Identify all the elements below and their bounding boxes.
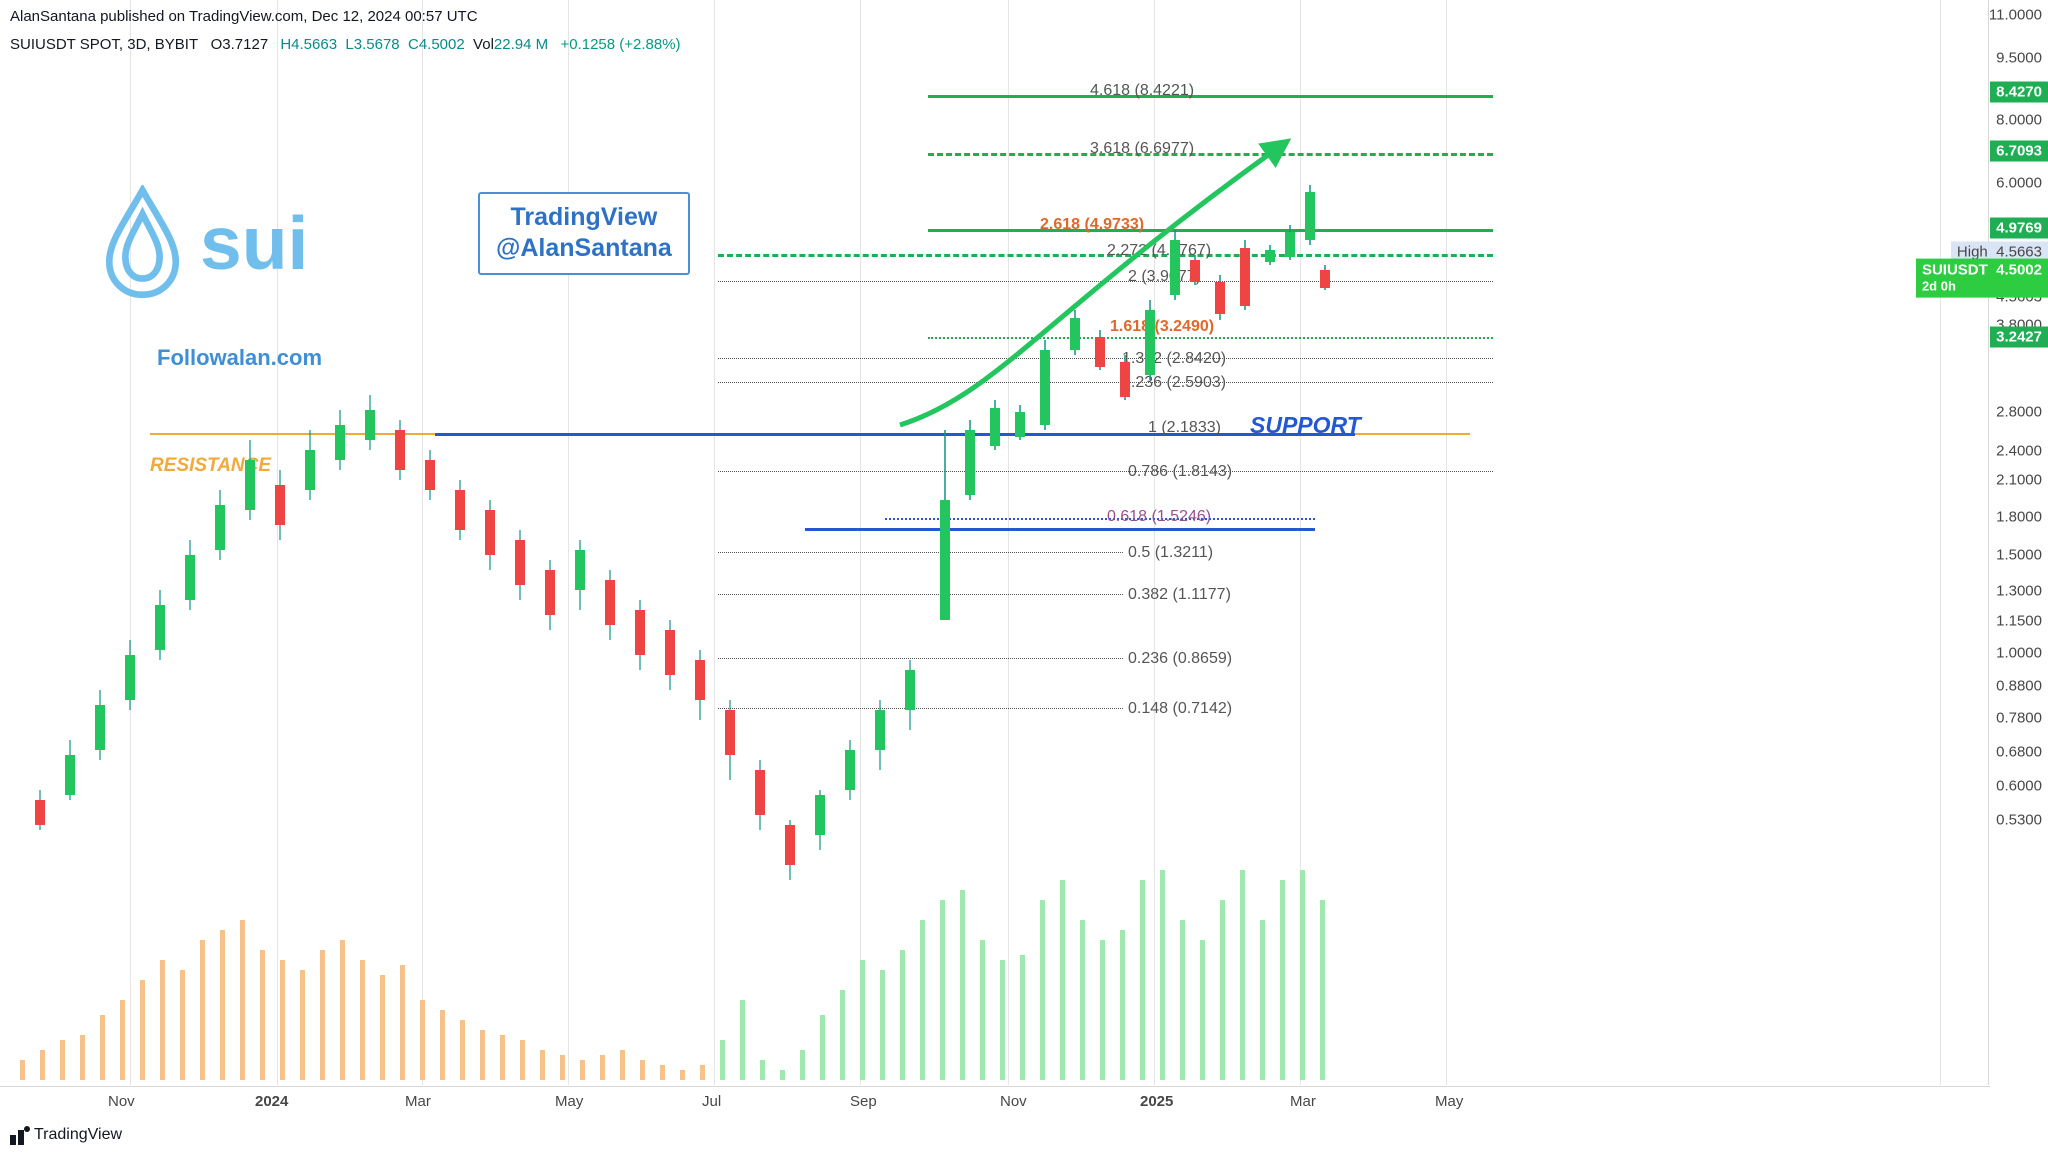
price-tick-0_6: 0.6000 bbox=[1996, 778, 2042, 795]
watermark-text: TradingView bbox=[34, 1126, 122, 1144]
suiusdt-duration-line: 2d 0h bbox=[1922, 279, 2042, 293]
price-tick-1_8: 1.8000 bbox=[1996, 509, 2042, 526]
month-label-may2: May bbox=[1435, 1093, 1463, 1110]
candlestick-plot-area[interactable] bbox=[0, 0, 2048, 1085]
price-badge-8427[interactable]: 8.4270 bbox=[1990, 82, 2048, 103]
suiusdt-label-line: SUIUSDT 4.5002 bbox=[1922, 263, 2042, 280]
price-tick-11: 11.0000 bbox=[1989, 7, 2042, 24]
price-tick-6: 6.0000 bbox=[1996, 175, 2042, 192]
price-tick-0_88: 0.8800 bbox=[1996, 678, 2042, 695]
price-badge-32427[interactable]: 3.2427 bbox=[1990, 327, 2048, 348]
chart-root: AlanSantana published on TradingView.com… bbox=[0, 0, 2048, 1153]
price-tick-2_1: 2.1000 bbox=[1996, 472, 2042, 489]
month-label-nov: Nov bbox=[108, 1093, 135, 1110]
price-tick-1_3: 1.3000 bbox=[1996, 583, 2042, 600]
price-tick-0_53: 0.5300 bbox=[1996, 812, 2042, 829]
price-tick-2_4: 2.4000 bbox=[1996, 443, 2042, 460]
month-label-mar2: Mar bbox=[1290, 1093, 1316, 1110]
month-label-sep: Sep bbox=[850, 1093, 877, 1110]
tradingview-logo-icon bbox=[10, 1125, 30, 1145]
price-tick-1: 1.0000 bbox=[1996, 645, 2042, 662]
month-label-2024: 2024 bbox=[255, 1093, 288, 1110]
price-tick-0_78: 0.7800 bbox=[1996, 710, 2042, 727]
price-tick-1_5: 1.5000 bbox=[1996, 547, 2042, 564]
month-label-may: May bbox=[555, 1093, 583, 1110]
price-tick-0_68: 0.6800 bbox=[1996, 744, 2042, 761]
tradingview-watermark: TradingView bbox=[10, 1125, 122, 1145]
volume-bars-svg bbox=[0, 0, 2048, 1085]
price-tick-2_8: 2.8000 bbox=[1996, 404, 2042, 421]
price-axis: 11.0000 9.5000 8.0000 7.0000 6.0000 4.56… bbox=[1988, 0, 2048, 1085]
price-tick-8: 8.0000 bbox=[1996, 112, 2042, 129]
price-badge-67093[interactable]: 6.7093 bbox=[1990, 141, 2048, 162]
month-label-nov2: Nov bbox=[1000, 1093, 1027, 1110]
month-label-mar: Mar bbox=[405, 1093, 431, 1110]
price-badge-49769[interactable]: 4.9769 bbox=[1990, 218, 2048, 239]
month-label-2025: 2025 bbox=[1140, 1093, 1173, 1110]
bottom-axis: Nov 2024 Mar May Jul Sep Nov 2025 Mar Ma… bbox=[0, 1086, 1990, 1116]
price-tick-9_5: 9.5000 bbox=[1996, 50, 2042, 67]
price-tick-1_15: 1.1500 bbox=[1996, 613, 2042, 630]
month-label-jul: Jul bbox=[702, 1093, 721, 1110]
price-badge-suiusdt[interactable]: SUIUSDT 4.5002 2d 0h bbox=[1916, 259, 2048, 298]
